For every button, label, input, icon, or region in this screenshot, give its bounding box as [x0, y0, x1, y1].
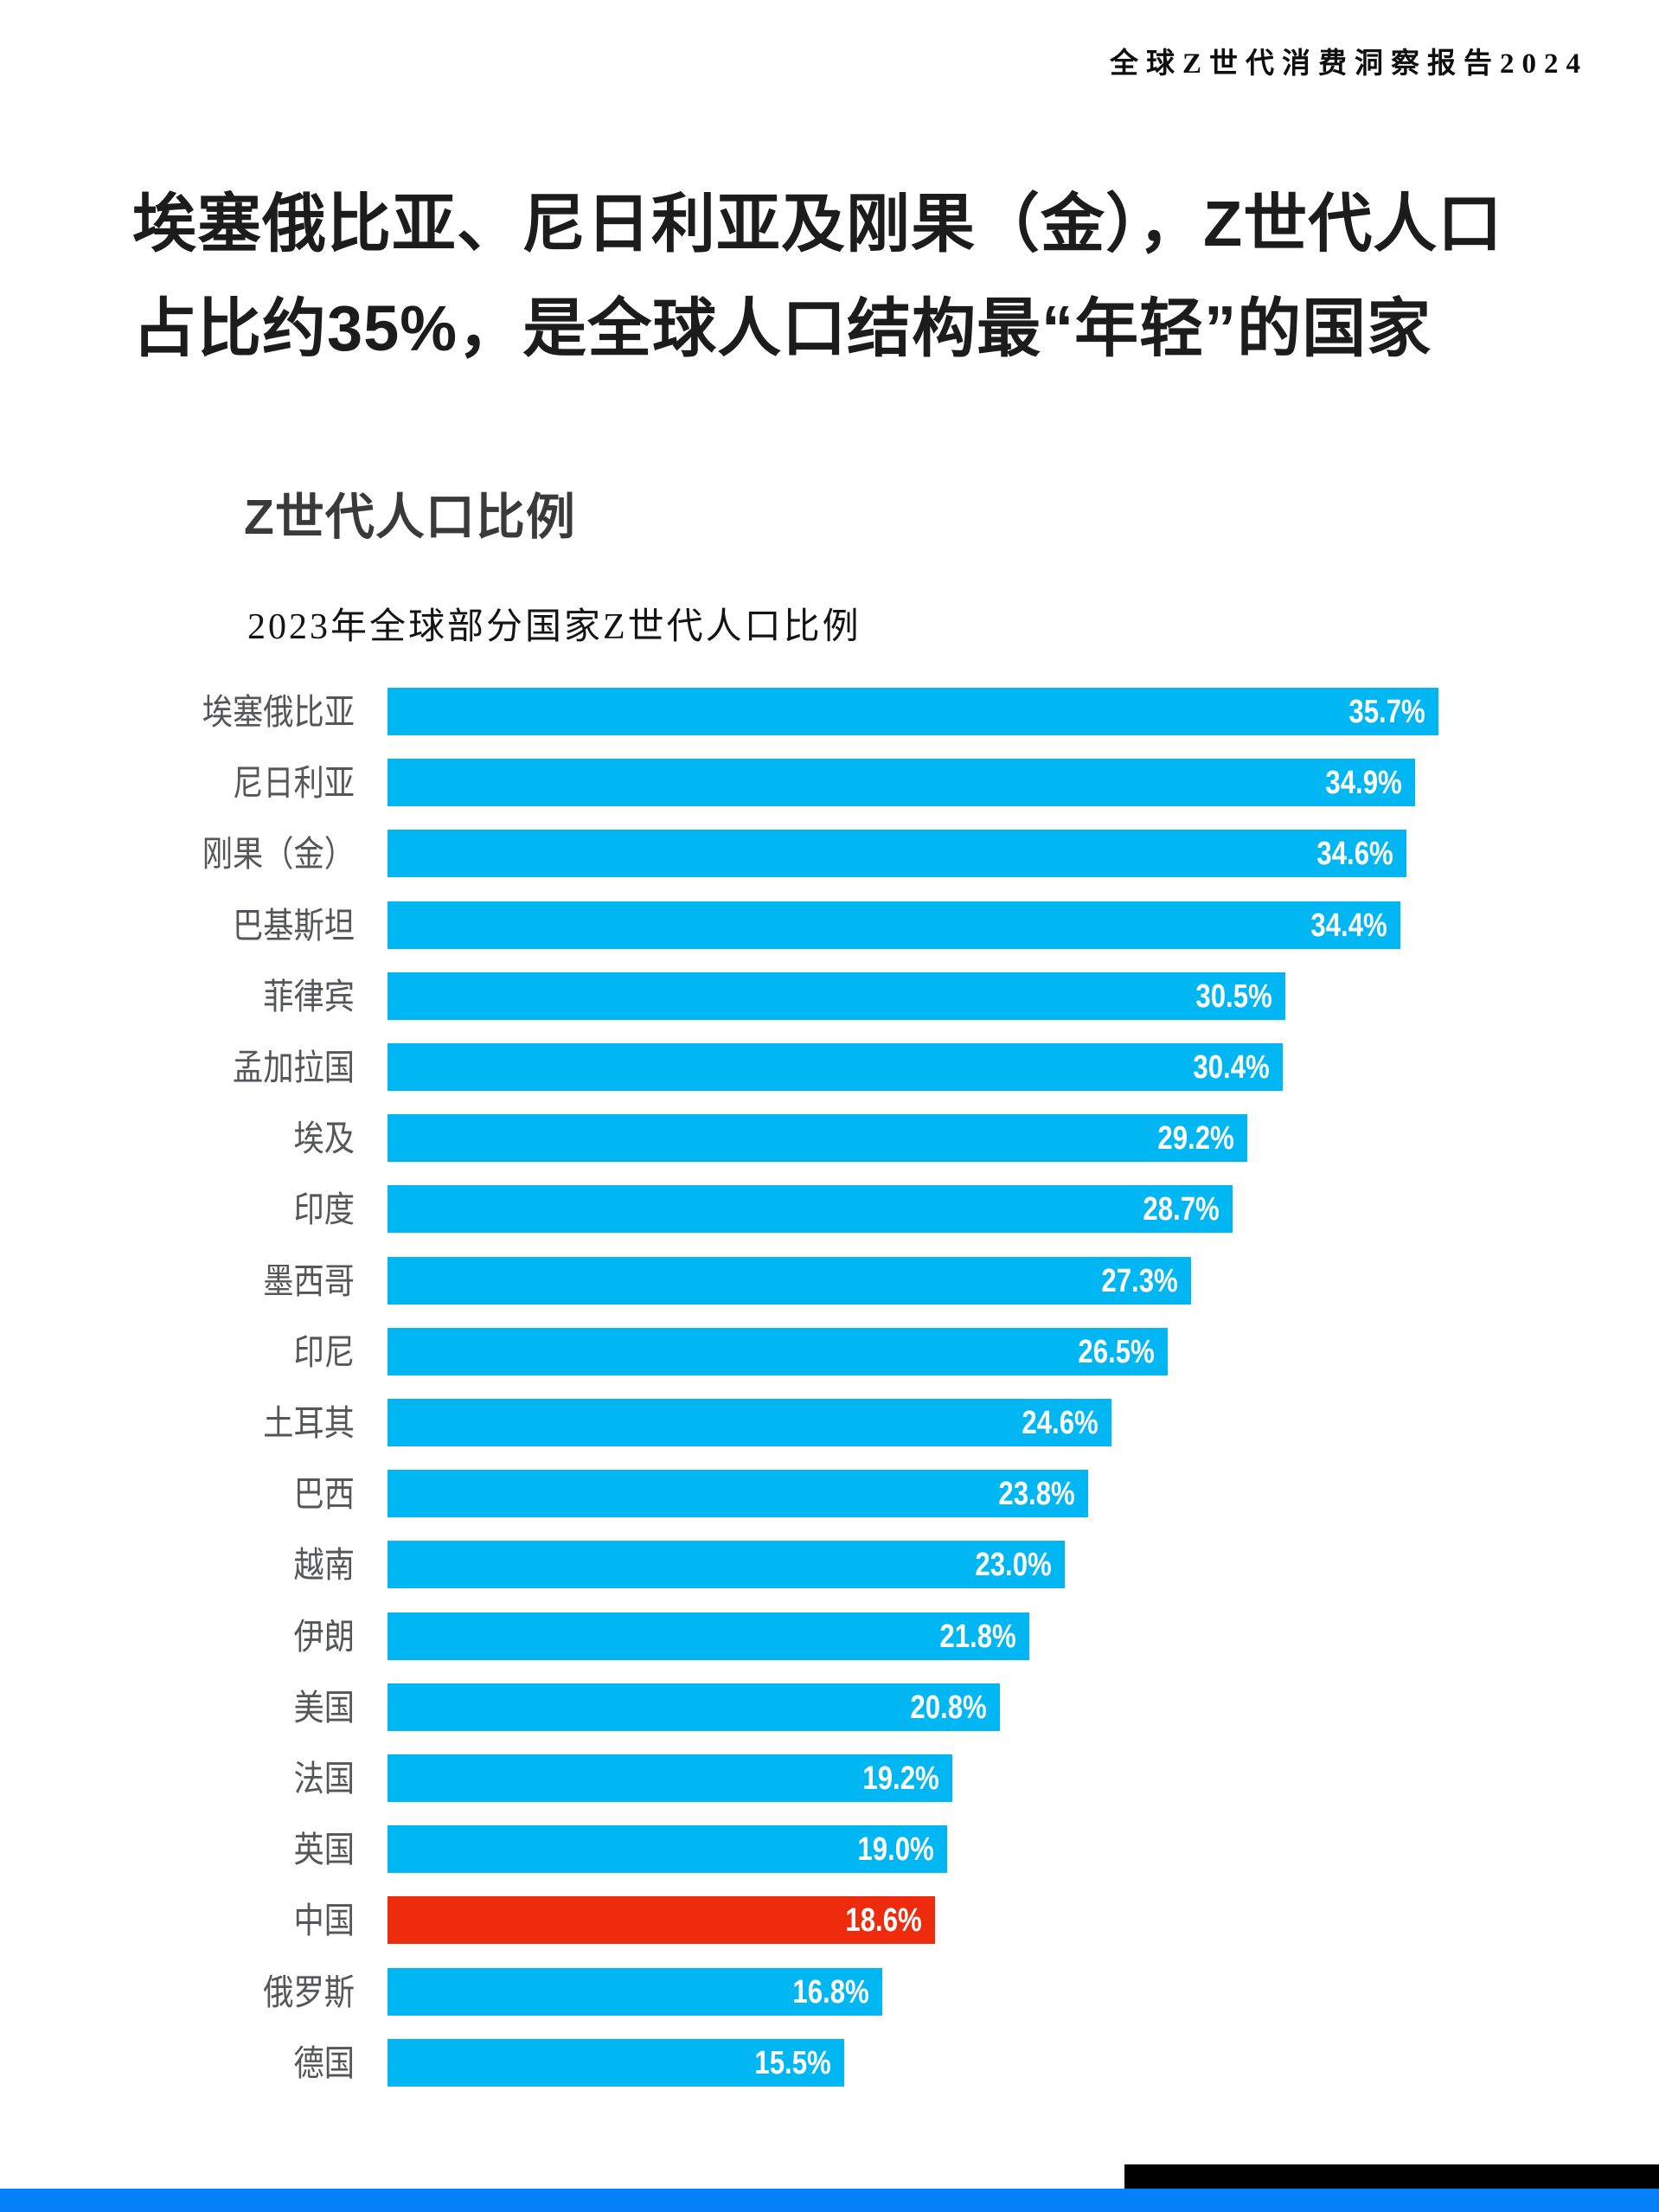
chart-row: 菲律宾 30.5%	[0, 972, 1659, 1020]
bar: 23.0%	[388, 1541, 1065, 1588]
chart-row: 德国 15.5%	[0, 2039, 1659, 2087]
value-label: 28.7%	[1143, 1191, 1220, 1228]
value-label: 34.9%	[1325, 765, 1402, 801]
country-label: 菲律宾	[263, 977, 355, 1016]
chart-row: 越南 23.0%	[0, 1541, 1659, 1588]
value-label: 26.5%	[1078, 1334, 1155, 1370]
country-label: 尼日利亚	[232, 763, 355, 803]
value-label: 16.8%	[792, 1974, 869, 2010]
chart-row: 美国 20.8%	[0, 1683, 1659, 1731]
chart-row: 中国 18.6%	[0, 1896, 1659, 1944]
bar: 34.4%	[388, 901, 1400, 949]
value-label: 29.2%	[1157, 1120, 1234, 1157]
bar: 35.7%	[388, 688, 1438, 735]
country-label: 越南	[293, 1545, 355, 1585]
chart-row: 巴西 23.8%	[0, 1470, 1659, 1517]
page-title: 埃塞俄比亚、尼日利亚及刚果（金），Z世代人口 占比约35%，是全球人口结构最“年…	[132, 171, 1502, 381]
chart-row: 埃塞俄比亚 35.7%	[0, 688, 1659, 735]
footer-accent-bar	[0, 2189, 1659, 2212]
bar: 19.0%	[388, 1825, 947, 1873]
value-label: 24.6%	[1022, 1405, 1099, 1441]
value-label: 34.4%	[1310, 907, 1387, 944]
chart-row: 印尼 26.5%	[0, 1328, 1659, 1375]
chart-row: 法国 19.2%	[0, 1754, 1659, 1802]
value-label: 18.6%	[845, 1902, 922, 1939]
chart-row: 墨西哥 27.3%	[0, 1257, 1659, 1305]
bar: 15.5%	[388, 2039, 844, 2087]
bar: 34.9%	[388, 759, 1415, 806]
chart-row: 刚果（金） 34.6%	[0, 830, 1659, 877]
chart-subtitle: 2023年全球部分国家Z世代人口比例	[247, 607, 862, 647]
country-label: 中国	[293, 1901, 355, 1940]
country-label: 英国	[293, 1830, 355, 1869]
country-label: 埃塞俄比亚	[202, 692, 355, 732]
value-label: 23.8%	[998, 1476, 1075, 1512]
chart-row: 巴基斯坦 34.4%	[0, 901, 1659, 949]
bar: 28.7%	[388, 1185, 1233, 1233]
chart-row: 尼日利亚 34.9%	[0, 759, 1659, 806]
country-label: 孟加拉国	[232, 1048, 355, 1087]
value-label: 19.0%	[857, 1831, 934, 1868]
country-label: 巴基斯坦	[232, 906, 355, 946]
country-label: 美国	[293, 1688, 355, 1728]
chart-row: 俄罗斯 16.8%	[0, 1968, 1659, 2016]
country-label: 刚果（金）	[202, 834, 355, 874]
value-label: 23.0%	[975, 1547, 1052, 1583]
country-label: 德国	[293, 2043, 355, 2083]
country-label: 法国	[293, 1759, 355, 1798]
country-label: 俄罗斯	[263, 1972, 355, 2012]
footer-black-bar	[1124, 2164, 1659, 2190]
country-label: 土耳其	[263, 1403, 355, 1443]
value-label: 21.8%	[939, 1619, 1016, 1655]
bar: 26.5%	[388, 1328, 1168, 1375]
country-label: 巴西	[293, 1474, 355, 1514]
report-header: 全球Z世代消费洞察报告2024	[1109, 48, 1588, 80]
bar: 30.4%	[388, 1043, 1283, 1091]
value-label: 35.7%	[1348, 694, 1425, 730]
chart-title: Z世代人口比例	[244, 490, 576, 545]
value-label: 27.3%	[1101, 1263, 1178, 1299]
country-label: 印尼	[293, 1332, 355, 1372]
value-label: 19.2%	[862, 1760, 939, 1797]
bar: 30.5%	[388, 972, 1285, 1020]
chart-row: 孟加拉国 30.4%	[0, 1043, 1659, 1091]
bar: 29.2%	[388, 1114, 1247, 1162]
bar: 19.2%	[388, 1754, 952, 1802]
page-title-line-2: 占比约35%，是全球人口结构最“年轻”的国家	[132, 292, 1432, 364]
value-label: 30.4%	[1193, 1049, 1270, 1086]
chart-row: 埃及 29.2%	[0, 1114, 1659, 1162]
country-label: 埃及	[293, 1119, 355, 1158]
value-label: 15.5%	[754, 2045, 831, 2081]
value-label: 34.6%	[1316, 836, 1393, 872]
bar: 34.6%	[388, 830, 1406, 877]
country-label: 印度	[293, 1189, 355, 1229]
value-label: 20.8%	[910, 1689, 987, 1726]
bar: 21.8%	[388, 1613, 1029, 1660]
country-label: 墨西哥	[263, 1261, 355, 1301]
bar-highlighted: 18.6%	[388, 1896, 935, 1944]
page-title-line-1: 埃塞俄比亚、尼日利亚及刚果（金），Z世代人口	[132, 188, 1503, 260]
chart-row: 印度 28.7%	[0, 1185, 1659, 1233]
value-label: 30.5%	[1195, 978, 1272, 1015]
chart-row: 伊朗 21.8%	[0, 1613, 1659, 1660]
chart-row: 英国 19.0%	[0, 1825, 1659, 1873]
bar: 27.3%	[388, 1257, 1191, 1305]
bar: 16.8%	[388, 1968, 882, 2016]
bar: 23.8%	[388, 1470, 1088, 1517]
bar: 20.8%	[388, 1683, 1000, 1731]
bar: 24.6%	[388, 1399, 1111, 1446]
chart-row: 土耳其 24.6%	[0, 1399, 1659, 1446]
country-label: 伊朗	[293, 1617, 355, 1657]
